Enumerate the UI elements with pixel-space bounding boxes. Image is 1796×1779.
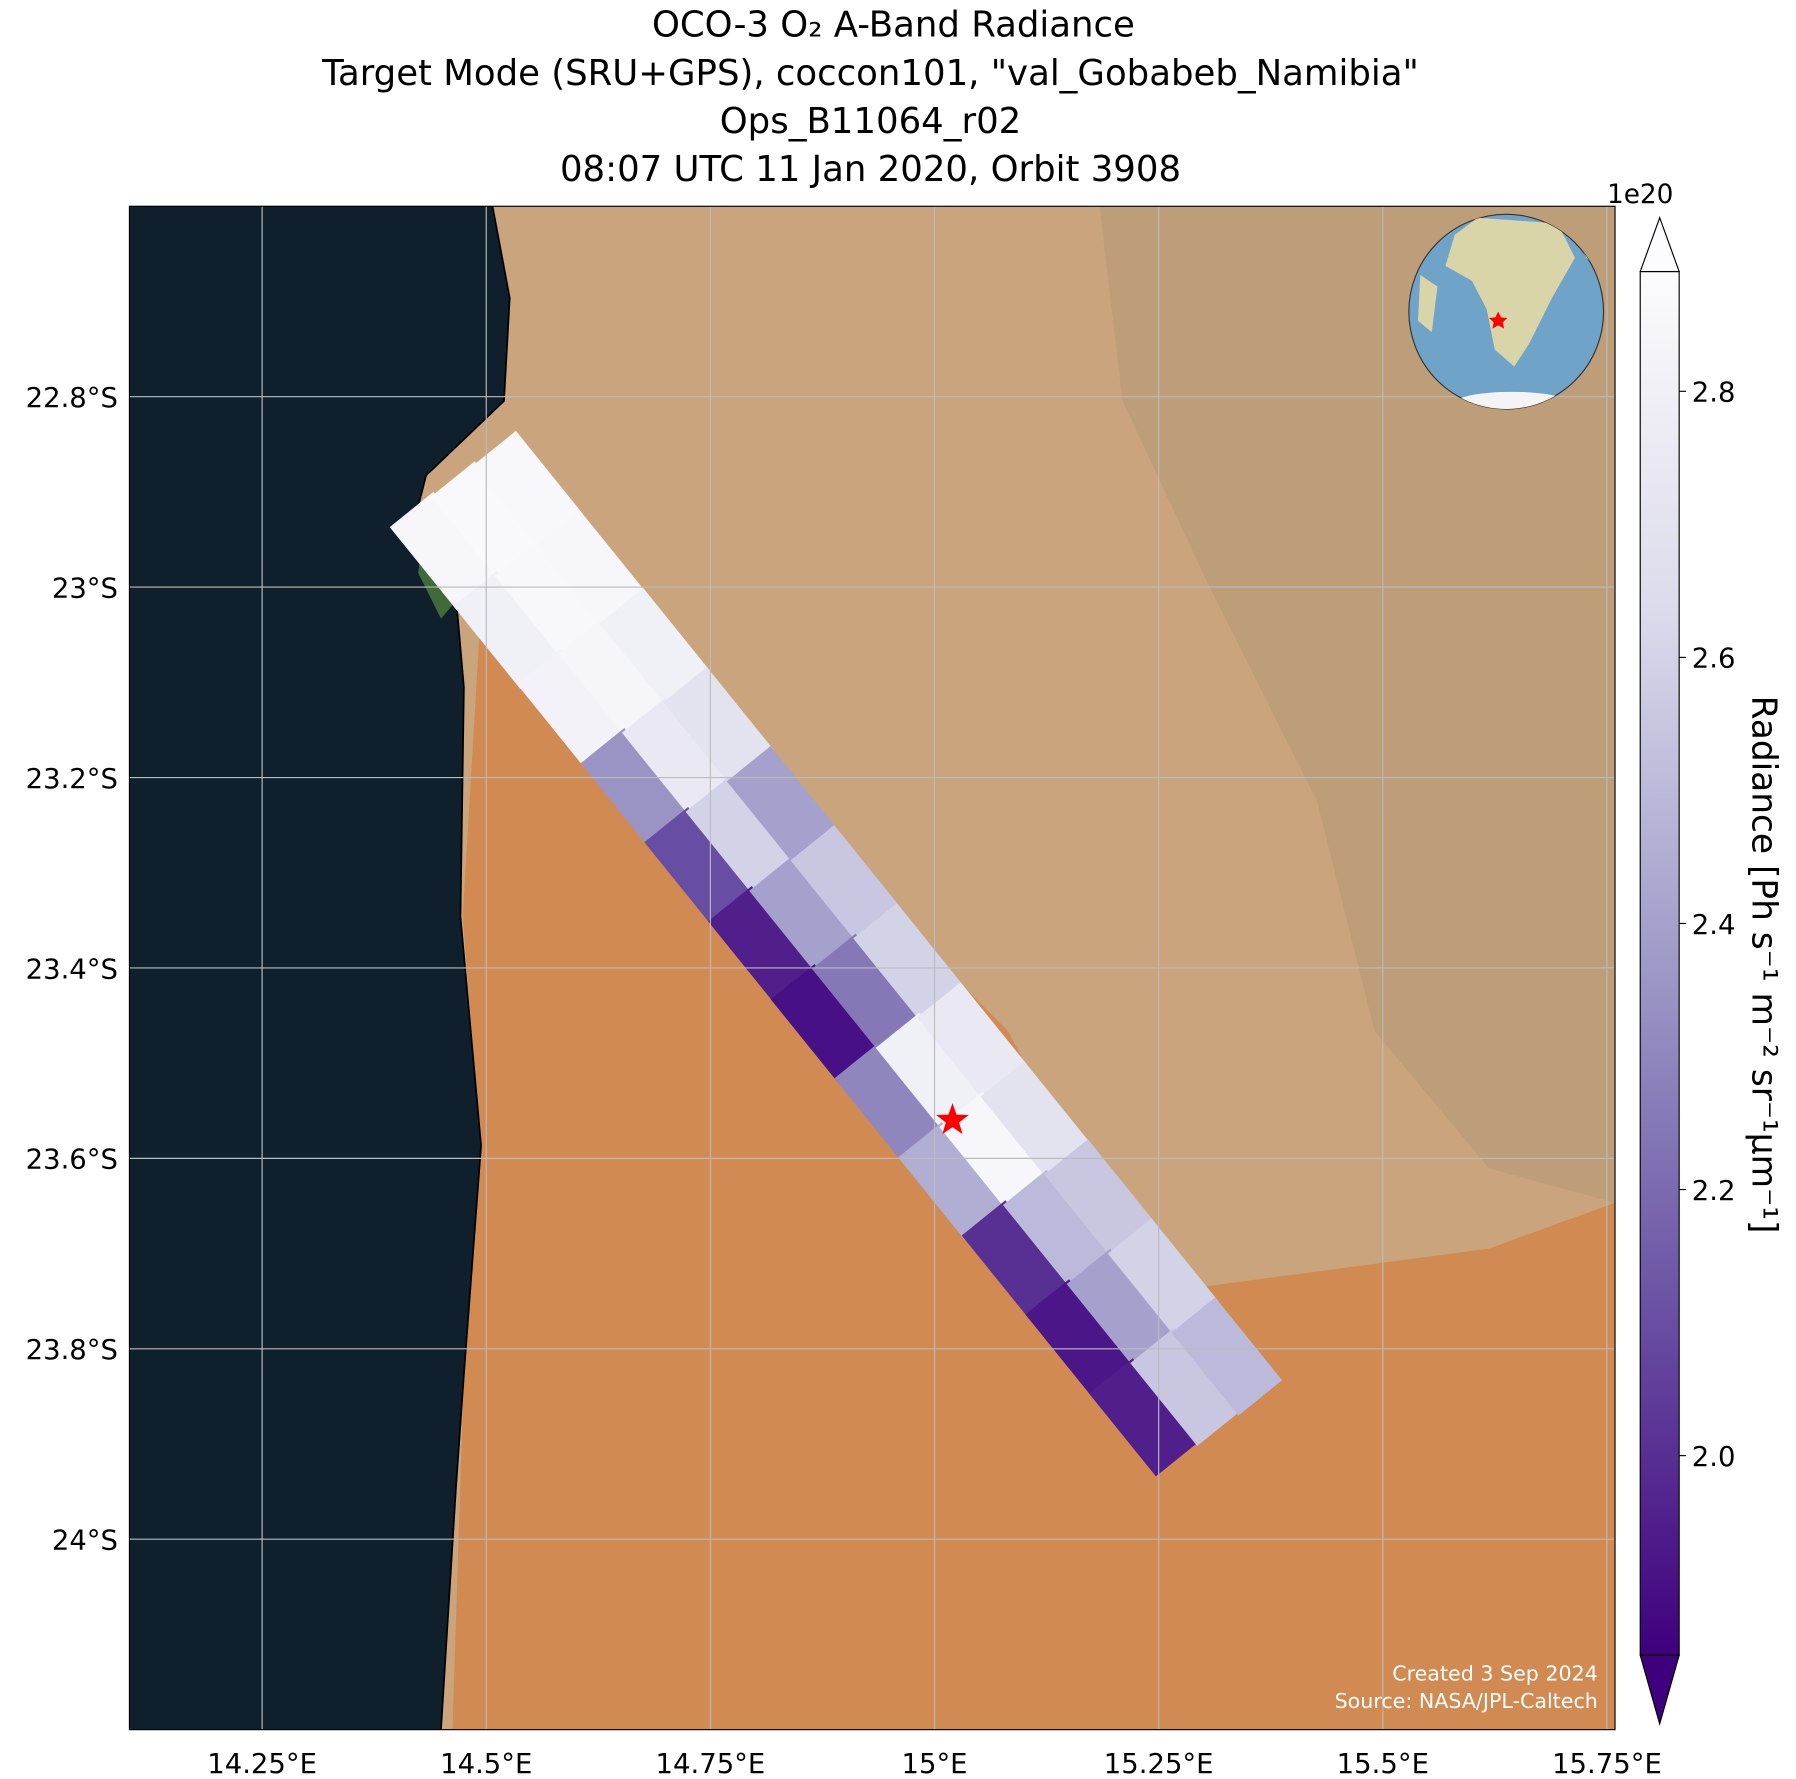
title-line: Ops_B11064_r02 — [720, 101, 1022, 142]
credit: Created 3 Sep 2024 — [1392, 1661, 1598, 1685]
y-tick-label: 23°S — [52, 572, 118, 604]
axis-ticks: 14.25°E 14.5°E 14.75°E 15°E 15.25°E 15.5°E 15.… — [26, 382, 1662, 1779]
credit: Source: NASA/JPL-Caltech — [1335, 1689, 1598, 1713]
colorbar-extend — [1639, 1654, 1680, 1727]
colorbar-tick-label: 2.0 — [1692, 1441, 1736, 1473]
x-tick-label: 15.75°E — [1552, 1748, 1662, 1779]
y-tick-label: 22.8°S — [26, 382, 118, 414]
colorbar-label: Radiance [Ph s⁻¹ m⁻² sr⁻¹μm⁻¹] — [1743, 696, 1783, 1234]
colorbar: 2.0 2.2 2.4 2.6 2.8 — [1639, 216, 1736, 1727]
x-tick-label: 14.25°E — [207, 1748, 317, 1779]
x-tick-label: 15.5°E — [1337, 1748, 1429, 1779]
gridlines — [129, 206, 1616, 1730]
colorbar-offset: 1e20 — [1607, 180, 1673, 210]
colorbar-tick-label: 2.4 — [1692, 909, 1736, 941]
y-tick-label: 23.6°S — [26, 1144, 118, 1176]
x-tick-label: 14.75°E — [656, 1748, 766, 1779]
map-frame — [128, 205, 1616, 1731]
colorbar-extend — [1639, 216, 1680, 273]
swath — [389, 430, 1283, 1477]
x-tick-label: 15°E — [902, 1748, 968, 1779]
colorbar-tick-label: 2.8 — [1692, 377, 1736, 409]
footprint — [1171, 1297, 1283, 1416]
title-line: OCO-3 O₂ A-Band Radiance — [652, 5, 1135, 46]
target-star — [936, 1103, 969, 1135]
x-tick-label: 14.5°E — [440, 1748, 532, 1779]
colorbar-tick-label: 2.2 — [1692, 1175, 1736, 1207]
y-tick-label: 24°S — [52, 1525, 118, 1557]
title-line: 08:07 UTC 11 Jan 2020, Orbit 3908 — [560, 149, 1181, 190]
locator-globe — [1408, 213, 1605, 410]
y-tick-label: 23.8°S — [26, 1334, 118, 1366]
title-line: Target Mode (SRU+GPS), coccon101, "val_G… — [321, 53, 1419, 94]
colorbar-tick-label: 2.6 — [1692, 643, 1736, 675]
y-tick-label: 23.4°S — [26, 953, 118, 985]
x-tick-label: 15.25°E — [1104, 1748, 1214, 1779]
y-tick-label: 23.2°S — [26, 763, 118, 795]
colorbar-body — [1640, 271, 1680, 1656]
colorbar-frame — [1639, 270, 1680, 1656]
